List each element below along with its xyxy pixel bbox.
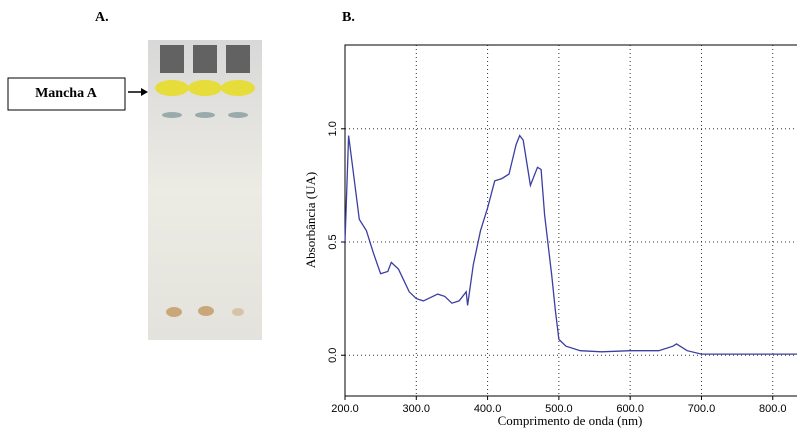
panel-a-label: A.	[95, 10, 109, 25]
x-tick-label: 800.0	[759, 403, 787, 415]
y-tick-label: 0.0	[327, 348, 339, 363]
x-tick-label: 400.0	[474, 403, 502, 415]
x-tick-label: 600.0	[616, 403, 644, 415]
tlc-plate	[148, 40, 262, 340]
y-tick-label: 0.5	[327, 234, 339, 249]
x-axis-label: Comprimento de onda (nm)	[498, 413, 643, 428]
y-tick-label: 1.0	[327, 121, 339, 136]
annotation-box	[7, 77, 126, 111]
x-tick-label: 200.0	[331, 403, 359, 415]
annotation: Mancha A	[35, 86, 98, 101]
spectrum-line	[344, 134, 797, 355]
chart-title: B.	[342, 10, 355, 25]
y-axis-label: Absorbância (UA)	[303, 172, 318, 268]
arrow-head	[141, 88, 148, 96]
x-tick-label: 300.0	[403, 403, 431, 415]
axes-frame	[344, 44, 797, 397]
x-tick-label: 500.0	[545, 403, 573, 415]
x-tick-label: 700.0	[688, 403, 716, 415]
